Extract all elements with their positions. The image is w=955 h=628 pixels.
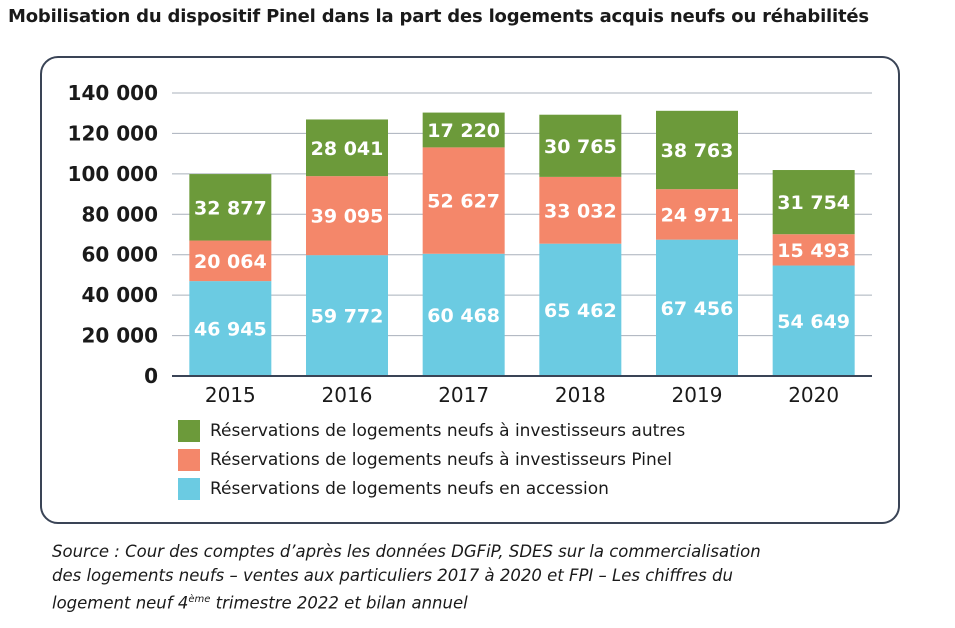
x-tick-label: 2015 [205, 383, 256, 407]
legend-item-accession: Réservations de logements neufs en acces… [178, 474, 685, 503]
x-tick-label: 2016 [322, 383, 373, 407]
bar-segment [772, 265, 855, 376]
legend-label-accession: Réservations de logements neufs en acces… [210, 478, 609, 499]
data-label: 60 468 [427, 305, 500, 327]
source-note: Source : Cour des comptes d’après les do… [52, 540, 761, 616]
source-line-3-end: trimestre 2022 et bilan annuel [210, 593, 468, 613]
data-label: 24 971 [661, 204, 734, 226]
data-label: 15 493 [777, 240, 850, 262]
data-label: 54 649 [777, 311, 850, 333]
bar-segment [189, 240, 272, 282]
legend-label-pinel: Réservations de logements neufs à invest… [210, 449, 672, 470]
bar-segment [539, 114, 622, 177]
legend: Réservations de logements neufs à invest… [178, 416, 685, 503]
bar-segment [306, 119, 388, 177]
data-label: 31 754 [777, 192, 850, 214]
legend-label-autres: Réservations de logements neufs à invest… [210, 420, 686, 441]
y-tick-label: 80 000 [81, 202, 158, 226]
y-tick-label: 20 000 [81, 324, 158, 348]
data-label: 30 765 [544, 136, 617, 158]
legend-swatch-autres [178, 419, 200, 442]
legend-item-pinel: Réservations de logements neufs à invest… [178, 445, 685, 474]
data-label: 52 627 [427, 191, 500, 213]
x-tick-label: 2020 [788, 383, 839, 407]
bar-segment [422, 147, 505, 254]
y-tick-label: 60 000 [81, 243, 158, 267]
bar-segment [656, 189, 738, 240]
source-line-3-sup: ème [188, 594, 211, 605]
bar-segment [656, 110, 738, 190]
bar-segment [772, 170, 855, 235]
data-label: 38 763 [661, 140, 734, 162]
data-label: 17 220 [427, 120, 500, 142]
y-tick-label: 0 [144, 364, 158, 388]
data-label: 39 095 [311, 206, 384, 228]
legend-swatch-accession [178, 477, 200, 500]
source-line-1: Source : Cour des comptes d’après les do… [52, 542, 761, 561]
bar-segment [422, 112, 505, 148]
bar-segment [306, 255, 388, 376]
bar-segment [539, 243, 622, 376]
y-tick-label: 120 000 [68, 121, 158, 145]
data-label: 32 877 [194, 197, 267, 219]
bar-segment [772, 234, 855, 266]
legend-swatch-pinel [178, 448, 200, 471]
x-tick-label: 2018 [555, 383, 606, 407]
bar-segment [539, 176, 622, 244]
chart-frame [40, 56, 900, 524]
bar-segment [306, 176, 388, 256]
source-line-3-start: logement neuf 4 [52, 593, 189, 613]
bar-segment [189, 281, 272, 376]
data-label: 67 456 [661, 298, 734, 320]
source-line-2: des logements neufs – ventes aux particu… [52, 566, 733, 585]
chart-title: Mobilisation du dispositif Pinel dans la… [8, 6, 869, 27]
legend-item-autres: Réservations de logements neufs à invest… [178, 416, 685, 445]
y-tick-label: 140 000 [68, 81, 158, 105]
y-tick-label: 40 000 [81, 283, 158, 307]
data-label: 65 462 [544, 300, 617, 322]
source-line-3: logement neuf 4ème trimestre 2022 et bil… [52, 588, 761, 616]
data-label: 20 064 [194, 251, 267, 273]
y-tick-label: 100 000 [68, 162, 158, 186]
x-tick-label: 2019 [672, 383, 723, 407]
bar-segment [656, 239, 738, 376]
data-label: 33 032 [544, 200, 617, 222]
data-label: 28 041 [311, 138, 384, 160]
bar-segment [189, 174, 272, 241]
data-label: 46 945 [194, 319, 267, 341]
bar-segment [422, 253, 505, 376]
data-label: 59 772 [311, 306, 384, 328]
x-tick-label: 2017 [438, 383, 489, 407]
